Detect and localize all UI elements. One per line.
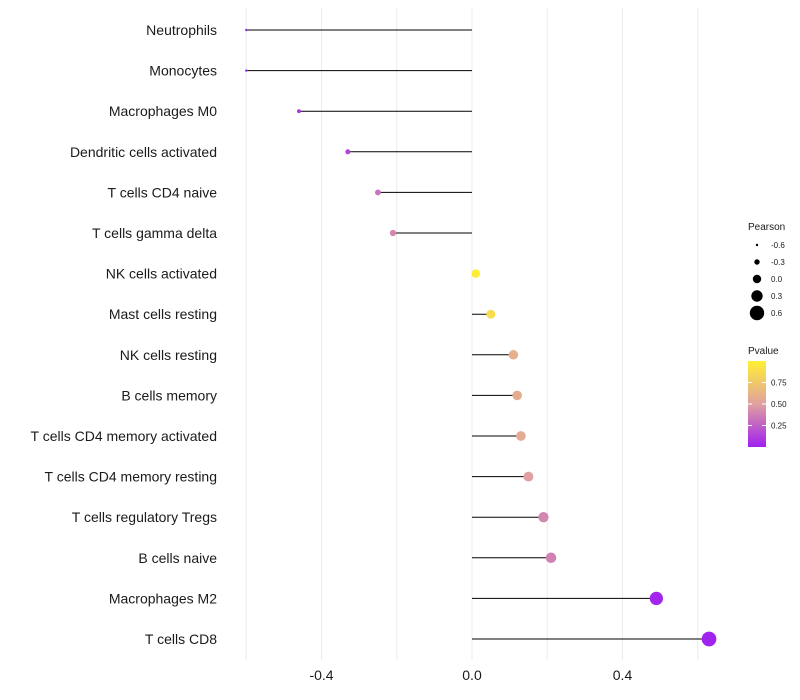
pvalue-legend-title: Pvalue	[748, 346, 779, 357]
pearson-legend-key	[751, 290, 763, 302]
pearson-legend-title: Pearson	[748, 222, 785, 233]
x-axis-ticks: -0.4 0.0 0.4	[309, 667, 632, 683]
x-tick-label: 0.0	[462, 667, 482, 683]
lollipop-dot	[345, 149, 351, 155]
pearson-legend-key	[755, 243, 759, 247]
category-label: Monocytes	[149, 63, 217, 79]
pearson-legend-label: -0.3	[771, 258, 785, 267]
lollipop-dots	[245, 28, 717, 647]
category-label: B cells memory	[121, 387, 217, 403]
pearson-legend-label: -0.6	[771, 241, 785, 250]
pearson-legend-key	[752, 274, 762, 284]
lollipop-dot	[523, 471, 534, 482]
category-label: Mast cells resting	[109, 306, 217, 322]
pearson-legend-key	[749, 305, 765, 321]
lollipop-dot	[245, 69, 248, 72]
lollipop-dot	[512, 390, 522, 401]
lollipop-dot	[297, 109, 301, 114]
pvalue-legend-label: 0.50	[771, 400, 787, 409]
pearson-legend-key	[754, 259, 760, 265]
category-label: Macrophages M2	[109, 590, 217, 606]
category-label: NK cells resting	[120, 347, 217, 363]
lollipop-dot	[471, 269, 481, 278]
lollipop-dot	[486, 309, 496, 319]
category-label: Dendritic cells activated	[70, 144, 217, 160]
category-label: B cells naive	[138, 550, 217, 566]
category-label: T cells CD4 memory activated	[31, 428, 217, 444]
category-label: Neutrophils	[146, 22, 217, 38]
x-tick-label: -0.4	[309, 667, 333, 683]
pvalue-legend-label: 0.75	[771, 379, 787, 388]
lollipop-dot	[374, 189, 381, 196]
lollipop-dot	[245, 28, 248, 32]
lollipop-dot	[545, 552, 557, 564]
lollipop-stems	[246, 29, 710, 640]
category-label: T cells gamma delta	[92, 225, 217, 241]
lollipop-dot	[508, 350, 519, 360]
category-label: T cells CD8	[145, 631, 217, 647]
pvalue-legend-label: 0.25	[771, 422, 787, 431]
category-label: NK cells activated	[106, 266, 217, 282]
category-label: T cells CD4 memory resting	[45, 469, 217, 485]
category-labels: Neutrophils Monocytes Macrophages M0 Dendri…	[31, 22, 218, 647]
pearson-size-legend: Pearson -0.6 -0.3 0.0 0.3 0.6	[748, 222, 785, 321]
pvalue-colorbar	[748, 361, 766, 447]
lollipop-dot	[701, 631, 717, 647]
lollipop-dot	[389, 229, 397, 237]
pvalue-color-legend: Pvalue 0.75 0.50 0.25	[748, 346, 787, 447]
pearson-legend-label: 0.6	[771, 309, 783, 318]
x-tick-label: 0.4	[613, 667, 633, 683]
lollipop-dot	[516, 431, 526, 441]
lollipop-dot	[649, 591, 664, 606]
lollipop-dot	[538, 512, 549, 523]
pearson-legend-label: 0.3	[771, 292, 783, 301]
category-label: T cells regulatory Tregs	[72, 509, 217, 525]
category-label: T cells CD4 naive	[108, 184, 218, 200]
category-label: Macrophages M0	[109, 103, 217, 119]
gridlines	[245, 8, 699, 660]
pearson-legend-label: 0.0	[771, 275, 783, 284]
